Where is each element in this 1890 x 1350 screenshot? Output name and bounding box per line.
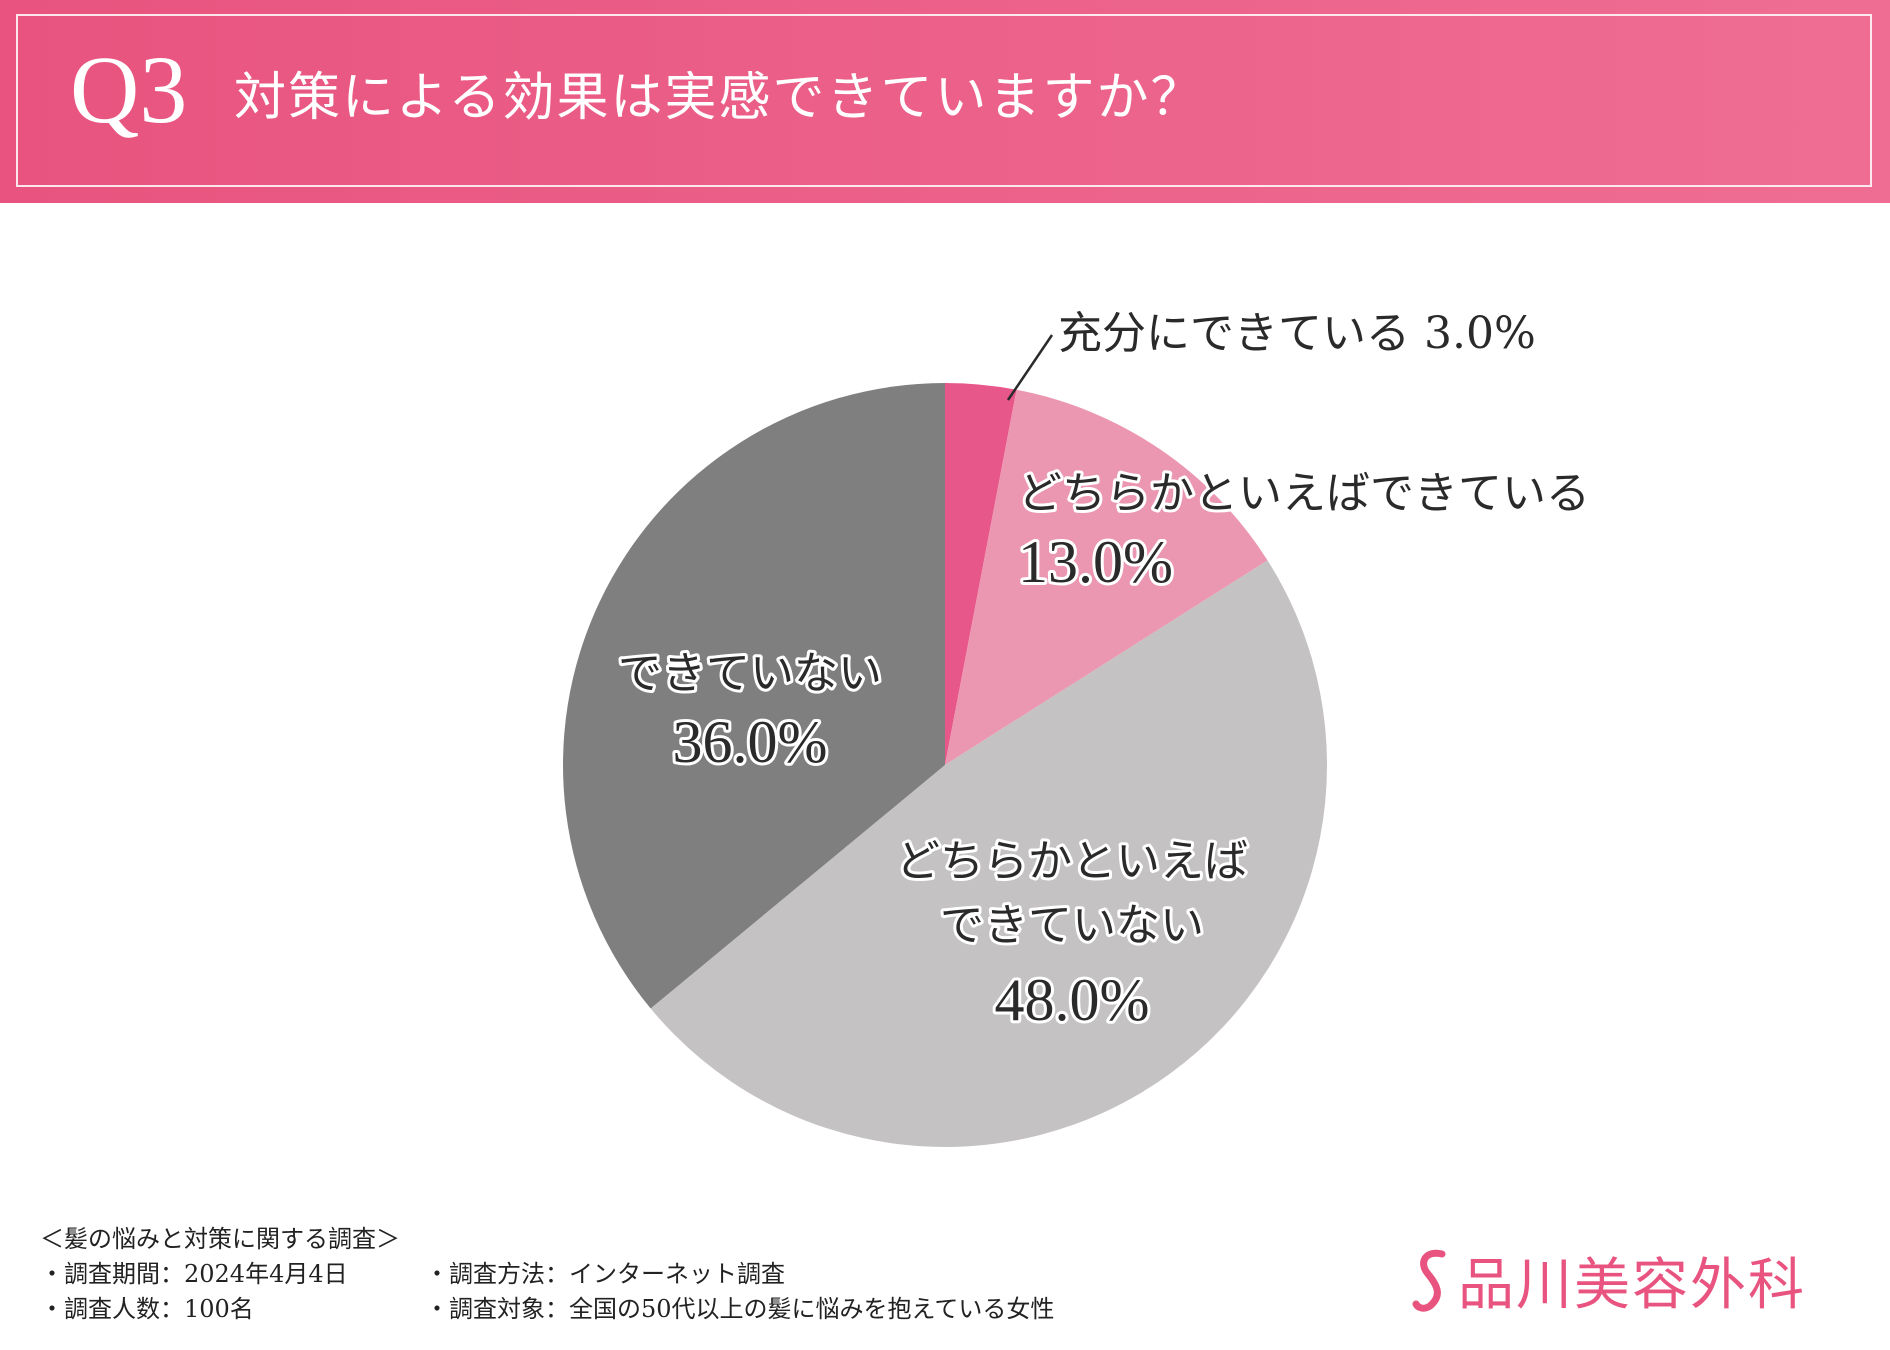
survey-respondents: ・調査人数：100名 <box>40 1295 254 1323</box>
question-title: 対策による効果は実感できていますか？ <box>234 68 1205 128</box>
pie-slice-3 <box>650 560 1328 1148</box>
slice-4-label: できていない <box>618 648 882 699</box>
brand-s-icon <box>1412 1249 1446 1312</box>
slice-1-label: 充分にできている 3.0% <box>1058 308 1536 359</box>
pie-slice-2 <box>945 389 1268 765</box>
survey-method: ・調査方法：インターネット調査 <box>425 1260 785 1288</box>
slice-2-label: どちらかといえばできている <box>1018 468 1590 519</box>
brand-logo: 品川美容外科 <box>1412 1240 1806 1320</box>
survey-period: ・調査期間：2024年4月4日 <box>40 1260 348 1288</box>
slice-3-value: 48.0% <box>995 967 1150 1033</box>
slice-4-value: 36.0% <box>673 709 828 775</box>
pie-slice-4 <box>563 383 945 1009</box>
header-frame <box>16 14 1872 187</box>
brand-name: 品川美容外科 <box>1458 1252 1806 1318</box>
header-banner: Q3 対策による効果は実感できていますか？ <box>0 0 1890 203</box>
survey-title: ＜髪の悩みと対策に関する調査＞ <box>40 1225 400 1253</box>
survey-target: ・調査対象：全国の50代以上の髪に悩みを抱えている女性 <box>425 1295 1055 1323</box>
pie-slice-1 <box>945 383 1017 765</box>
question-number: Q3 <box>70 36 188 143</box>
slice-3-label-line-2: できていない <box>940 900 1204 951</box>
slice-3-label-line-1: どちらかといえば <box>896 836 1248 887</box>
leader-line <box>1006 334 1054 401</box>
survey-info: ＜髪の悩みと対策に関する調査＞ ・調査期間：2024年4月4日 ・調査方法：イン… <box>40 1222 1054 1327</box>
slice-2-value: 13.0% <box>1018 529 1173 595</box>
